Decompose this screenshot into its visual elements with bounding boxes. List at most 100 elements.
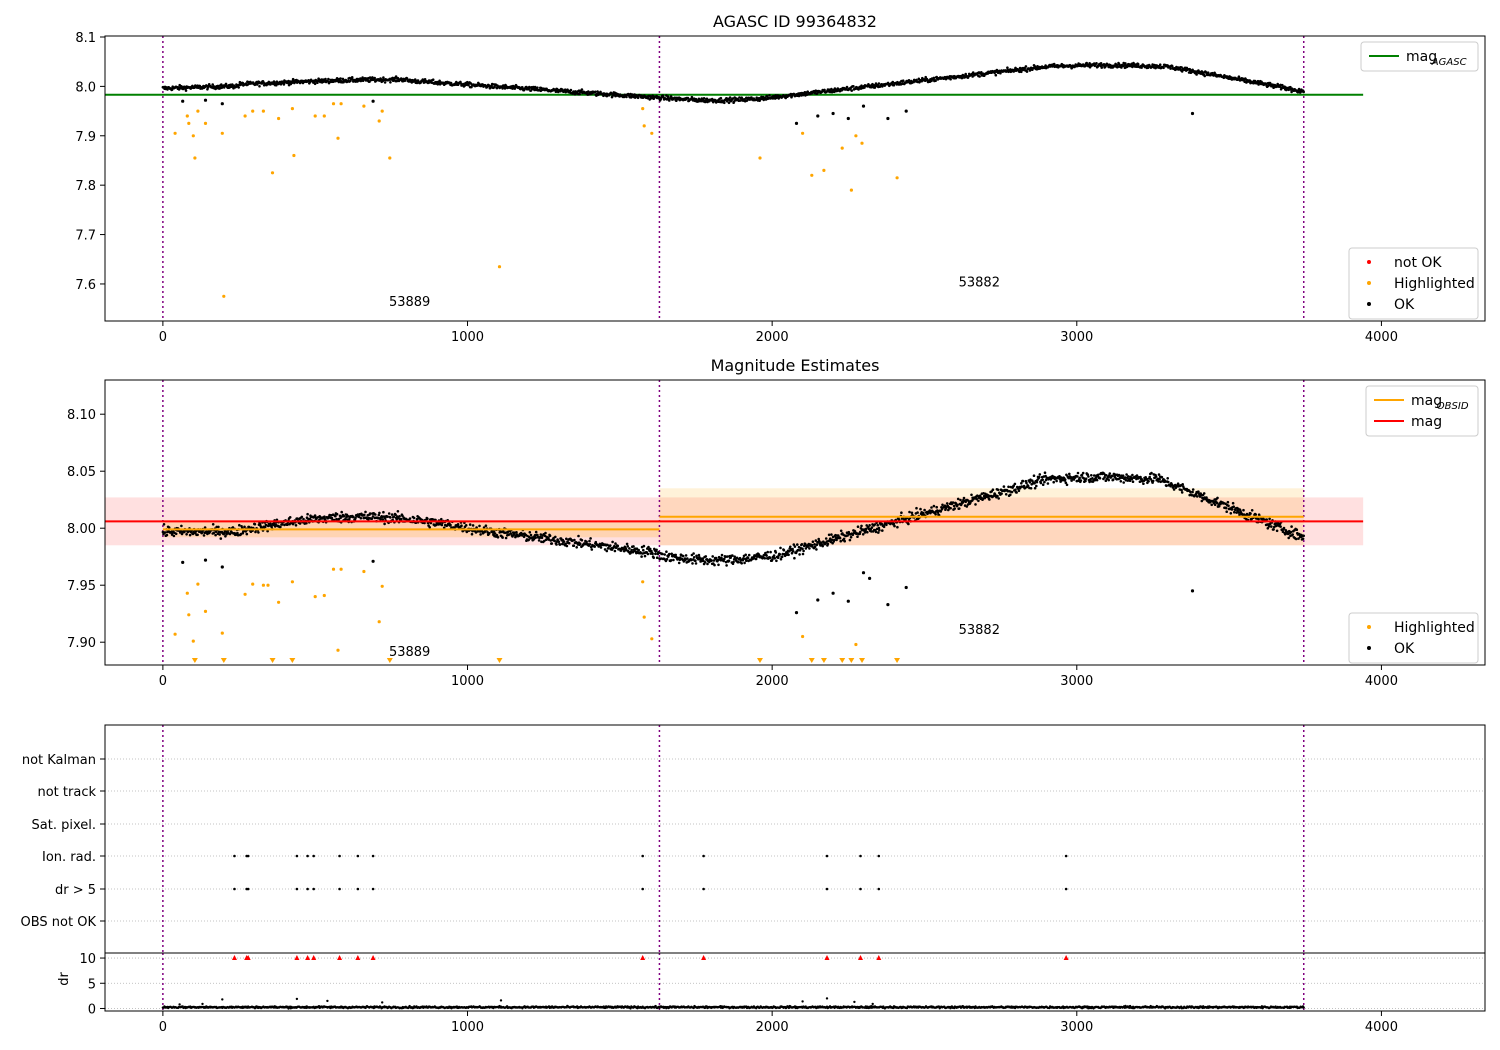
legend-label: OK <box>1394 297 1415 313</box>
ok-point <box>1215 501 1219 505</box>
ok-point <box>1006 66 1009 69</box>
ok-point <box>488 531 491 535</box>
ok-point <box>665 557 669 561</box>
ok-point <box>1092 474 1096 477</box>
ok-point <box>1032 474 1036 478</box>
chart-title: Magnitude Estimates <box>711 356 880 375</box>
ok-point <box>774 551 778 554</box>
ok-point <box>607 546 610 550</box>
ok-point <box>801 552 805 556</box>
ok-point <box>1087 475 1090 478</box>
ok-point <box>1275 529 1279 533</box>
ok-point <box>1138 480 1142 484</box>
ok-point <box>1135 474 1139 477</box>
ok-point <box>663 553 666 556</box>
ok-point <box>431 78 435 81</box>
ok-point <box>383 522 386 526</box>
ok-point <box>493 85 496 89</box>
ok-point <box>313 514 317 517</box>
ok-point <box>635 547 639 550</box>
ok-point <box>768 94 771 97</box>
ok-point <box>163 531 167 534</box>
legend-dot-swatch <box>1367 281 1371 285</box>
flag-category-label: Sat. pixel. <box>32 818 96 833</box>
ok-point <box>1165 484 1168 488</box>
ok-point <box>1038 473 1042 476</box>
ok-point <box>339 77 342 80</box>
highlighted-point <box>641 580 645 584</box>
ok-point <box>578 542 582 545</box>
highlighted-point <box>362 104 366 108</box>
highlighted-lower-limit-marker <box>894 658 901 663</box>
ok-point <box>930 506 933 509</box>
ok-point <box>258 85 261 88</box>
flag-category-label: OBS not OK <box>21 915 97 930</box>
ok-point <box>1079 479 1083 482</box>
ok-point <box>779 557 783 561</box>
ok-point <box>1090 474 1093 477</box>
ok-point <box>1217 505 1221 508</box>
ok-point <box>877 531 880 534</box>
highlighted-point <box>251 582 255 586</box>
ok-point <box>991 488 995 492</box>
ok-point <box>334 514 337 518</box>
ok-point <box>536 533 539 537</box>
x-tick-label: 0 <box>159 674 167 689</box>
ok-point <box>917 77 921 81</box>
legend-label: mag <box>1406 49 1437 65</box>
ok-point <box>389 516 392 519</box>
ok-point <box>719 96 723 100</box>
ok-point <box>951 501 955 504</box>
ok-point <box>1084 479 1087 483</box>
ok-point <box>1098 477 1102 480</box>
ok-point <box>527 538 530 542</box>
ok-point <box>270 525 274 529</box>
ok-point <box>532 538 536 541</box>
ok-point <box>245 532 249 536</box>
ok-point <box>405 77 409 80</box>
ok-point <box>821 544 824 548</box>
ok-point <box>1172 488 1176 491</box>
ok-point <box>838 536 842 540</box>
highlighted-point <box>854 134 858 138</box>
ok-point <box>1039 481 1043 485</box>
ok-point <box>714 556 718 560</box>
ok-point <box>202 534 206 537</box>
ok-point <box>279 83 283 86</box>
highlighted-point <box>377 620 381 624</box>
ok-point <box>1136 62 1140 66</box>
ok-point <box>725 555 729 558</box>
highlighted-point <box>339 567 343 571</box>
ok-point <box>338 514 342 518</box>
ok-point <box>1272 528 1275 531</box>
ok-point <box>1021 479 1025 483</box>
ok-point <box>453 526 456 529</box>
ok-point <box>464 524 468 527</box>
ok-point <box>377 513 381 517</box>
ok-point <box>956 503 959 507</box>
ok-point <box>722 559 725 563</box>
ok-point <box>308 517 312 521</box>
ok-point <box>272 523 275 527</box>
ok-point <box>861 533 865 536</box>
ok-point <box>681 554 685 558</box>
ok-point <box>1068 472 1071 476</box>
ok-point <box>1017 489 1021 493</box>
ok-point <box>521 86 524 89</box>
ok-point <box>1125 473 1128 476</box>
x-tick-label: 2000 <box>756 674 789 689</box>
ok-point <box>1103 476 1106 479</box>
ok-point <box>537 539 541 542</box>
ok-point <box>335 517 338 521</box>
panel-3-plot-area <box>105 725 1485 953</box>
ok-point <box>907 79 911 82</box>
highlighted-point <box>243 592 247 596</box>
y-tick-label: 8.10 <box>67 408 96 423</box>
ok-point <box>509 532 512 535</box>
ok-point <box>778 553 782 556</box>
ok-point <box>852 85 855 88</box>
ok-point <box>1046 482 1050 485</box>
legend-dot-swatch <box>1367 302 1371 306</box>
highlighted-point <box>277 600 281 604</box>
ok-point <box>670 552 673 556</box>
